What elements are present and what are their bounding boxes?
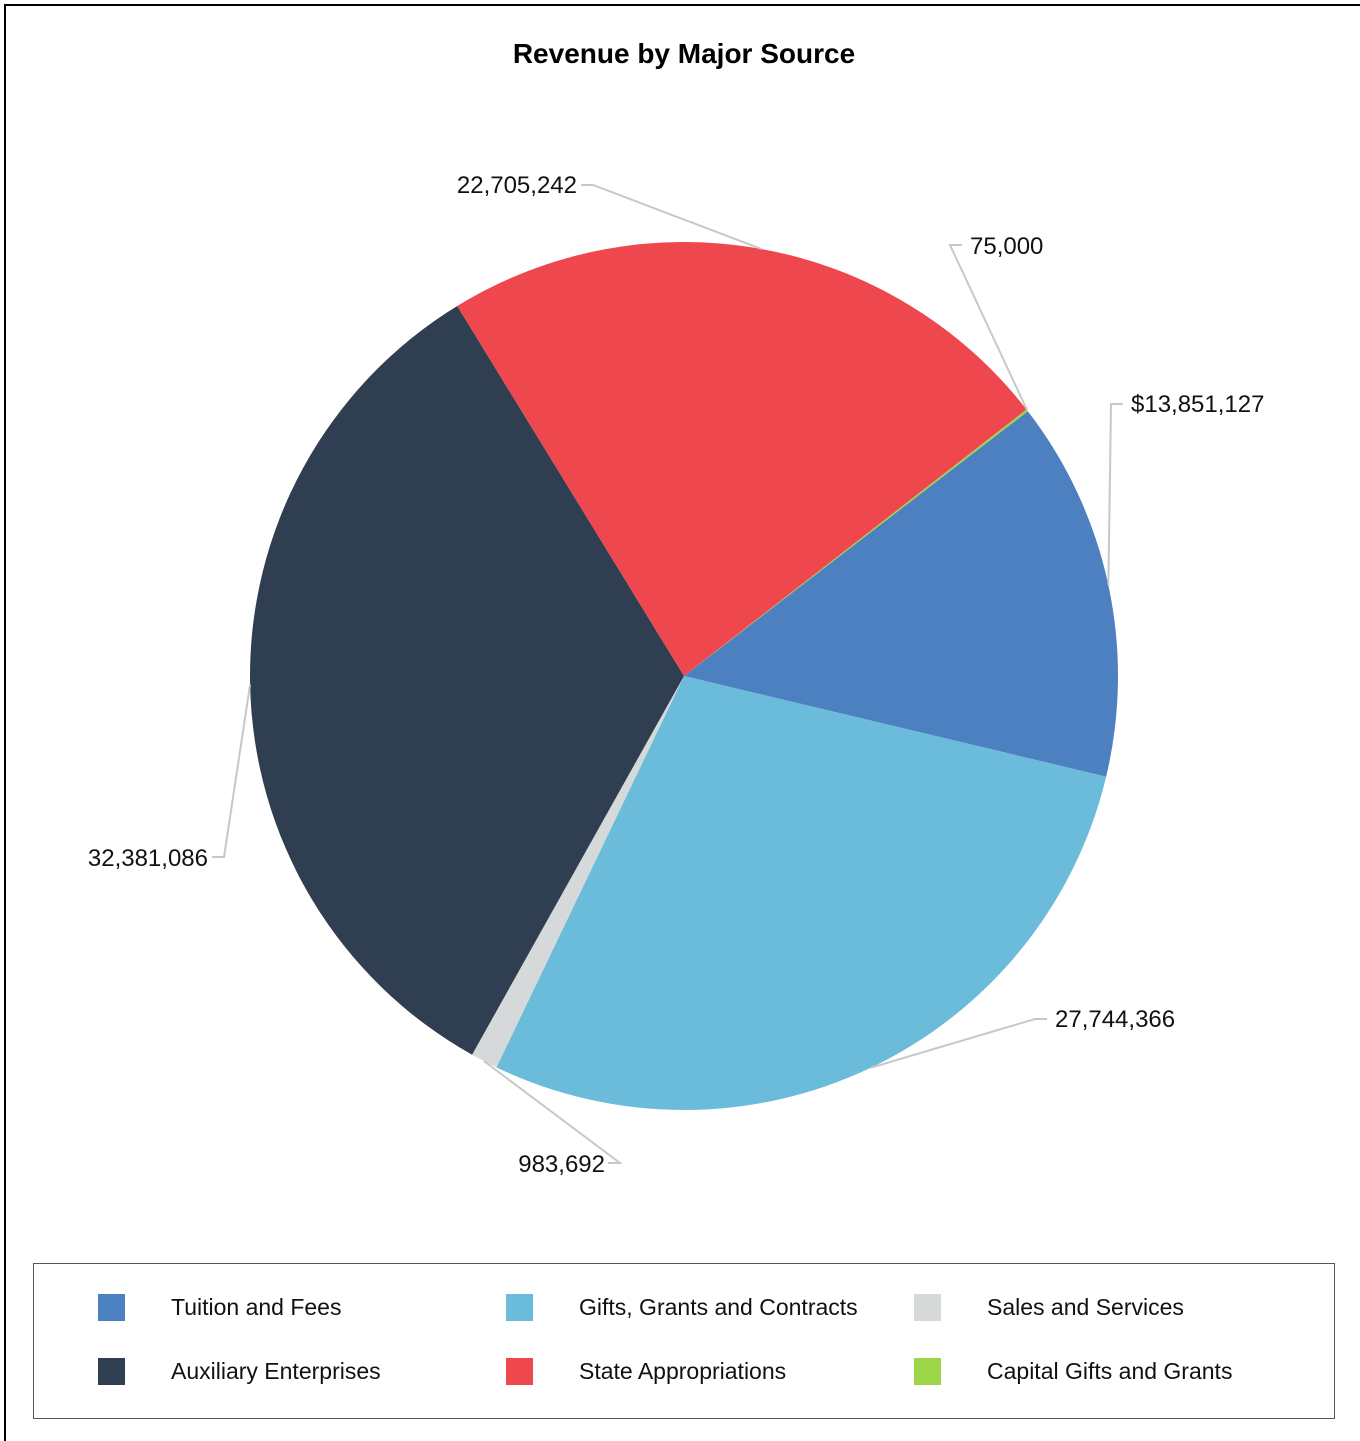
pie-slice [684,409,1028,676]
pie-slice [496,676,1107,1110]
legend-item: Gifts, Grants and Contracts [506,1292,858,1322]
pie-chart: $13,851,127 27,744,366 983,692 32,381,086 22… [88,172,1265,1178]
legend-label: Gifts, Grants and Contracts [579,1293,858,1320]
legend-swatch [506,1293,533,1321]
pie-slice [472,676,684,1068]
legend-item: Auxiliary Enterprises [98,1356,381,1386]
data-label: 983,692 [518,1151,605,1178]
legend-label: Capital Gifts and Grants [987,1357,1233,1384]
legend-item: Tuition and Fees [98,1292,341,1322]
legend-label: Tuition and Fees [171,1293,342,1320]
chart-title: Revenue by Major Source [512,38,856,69]
leader-line [581,184,763,250]
pie-slice [250,305,684,1055]
data-label: 27,744,366 [1055,1006,1175,1033]
legend-swatch [98,1357,125,1385]
data-label: 32,381,086 [88,845,208,872]
data-label: $13,851,127 [1131,391,1264,418]
chart-frame [4,4,1360,1441]
legend-item: State Appropriations [506,1356,786,1386]
legend-item: Capital Gifts and Grants [914,1356,1232,1386]
legend-label: State Appropriations [579,1357,787,1384]
legend-swatch [506,1357,533,1385]
legend-swatch [98,1293,125,1321]
leader-line [948,244,1029,411]
leader-line [870,1018,1047,1069]
legend-swatch [914,1357,941,1385]
leader-line [212,684,252,858]
legend-label: Auxiliary Enterprises [171,1357,381,1384]
leader-line [483,1060,624,1164]
chart-legend: Tuition and Fees Gifts, Grants and Contra… [33,1263,1335,1419]
pie-slice [684,411,1118,777]
legend-item: Sales and Services [914,1292,1184,1322]
data-label: 75,000 [970,233,1043,260]
pie-slice [457,242,1027,677]
legend-swatch [914,1293,941,1321]
legend-label: Sales and Services [987,1293,1184,1320]
leader-line [1107,403,1123,586]
data-label: 22,705,242 [457,172,577,199]
